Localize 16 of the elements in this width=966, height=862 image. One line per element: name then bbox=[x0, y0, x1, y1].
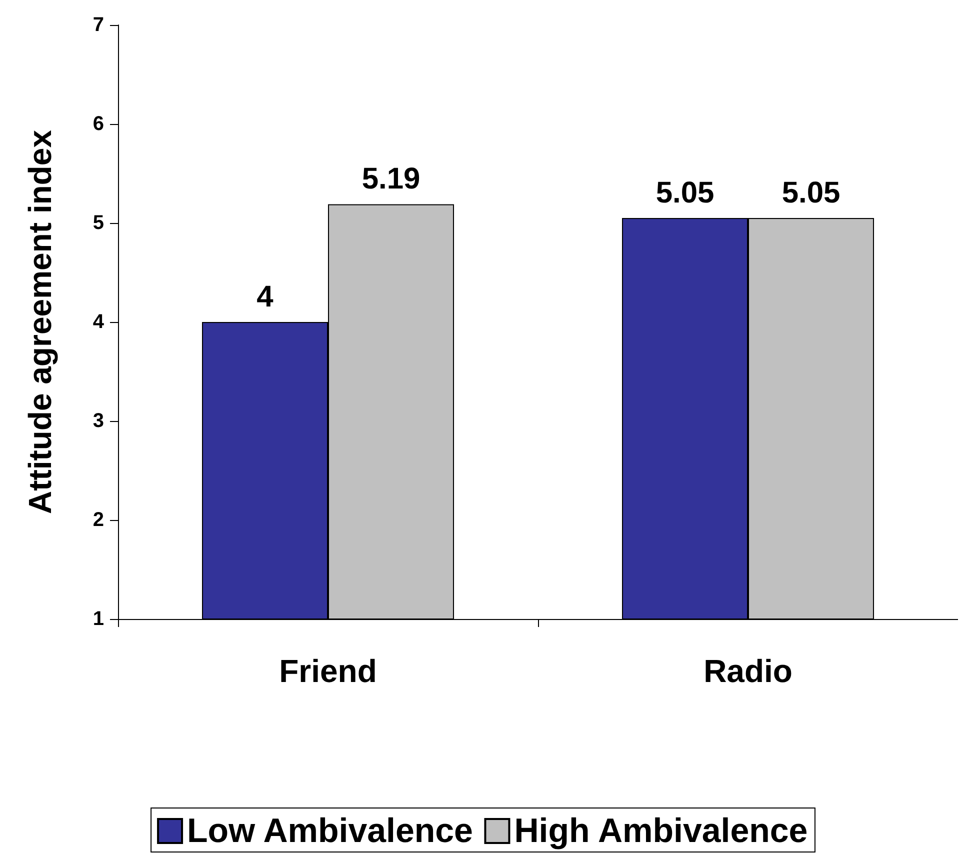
y-tick-label: 3 bbox=[92, 410, 104, 432]
legend-label: High Ambivalence bbox=[514, 812, 808, 850]
y-axis-title: Attitude agreement index bbox=[22, 130, 58, 514]
y-tick-label: 7 bbox=[92, 14, 104, 36]
y-tick-label: 1 bbox=[92, 608, 104, 630]
y-tick-label: 2 bbox=[92, 509, 104, 531]
y-tick-label: 5 bbox=[92, 212, 104, 234]
x-tick-label: Friend bbox=[279, 653, 377, 689]
x-tick-label: Radio bbox=[704, 653, 792, 689]
y-tick-label: 4 bbox=[92, 311, 105, 333]
data-label: 5.05 bbox=[782, 176, 840, 210]
y-tick-label: 6 bbox=[92, 113, 104, 135]
data-label: 5.19 bbox=[362, 162, 420, 196]
legend-label: Low Ambivalence bbox=[187, 812, 473, 850]
data-label: 4 bbox=[256, 280, 274, 314]
data-label: 5.05 bbox=[656, 176, 714, 210]
